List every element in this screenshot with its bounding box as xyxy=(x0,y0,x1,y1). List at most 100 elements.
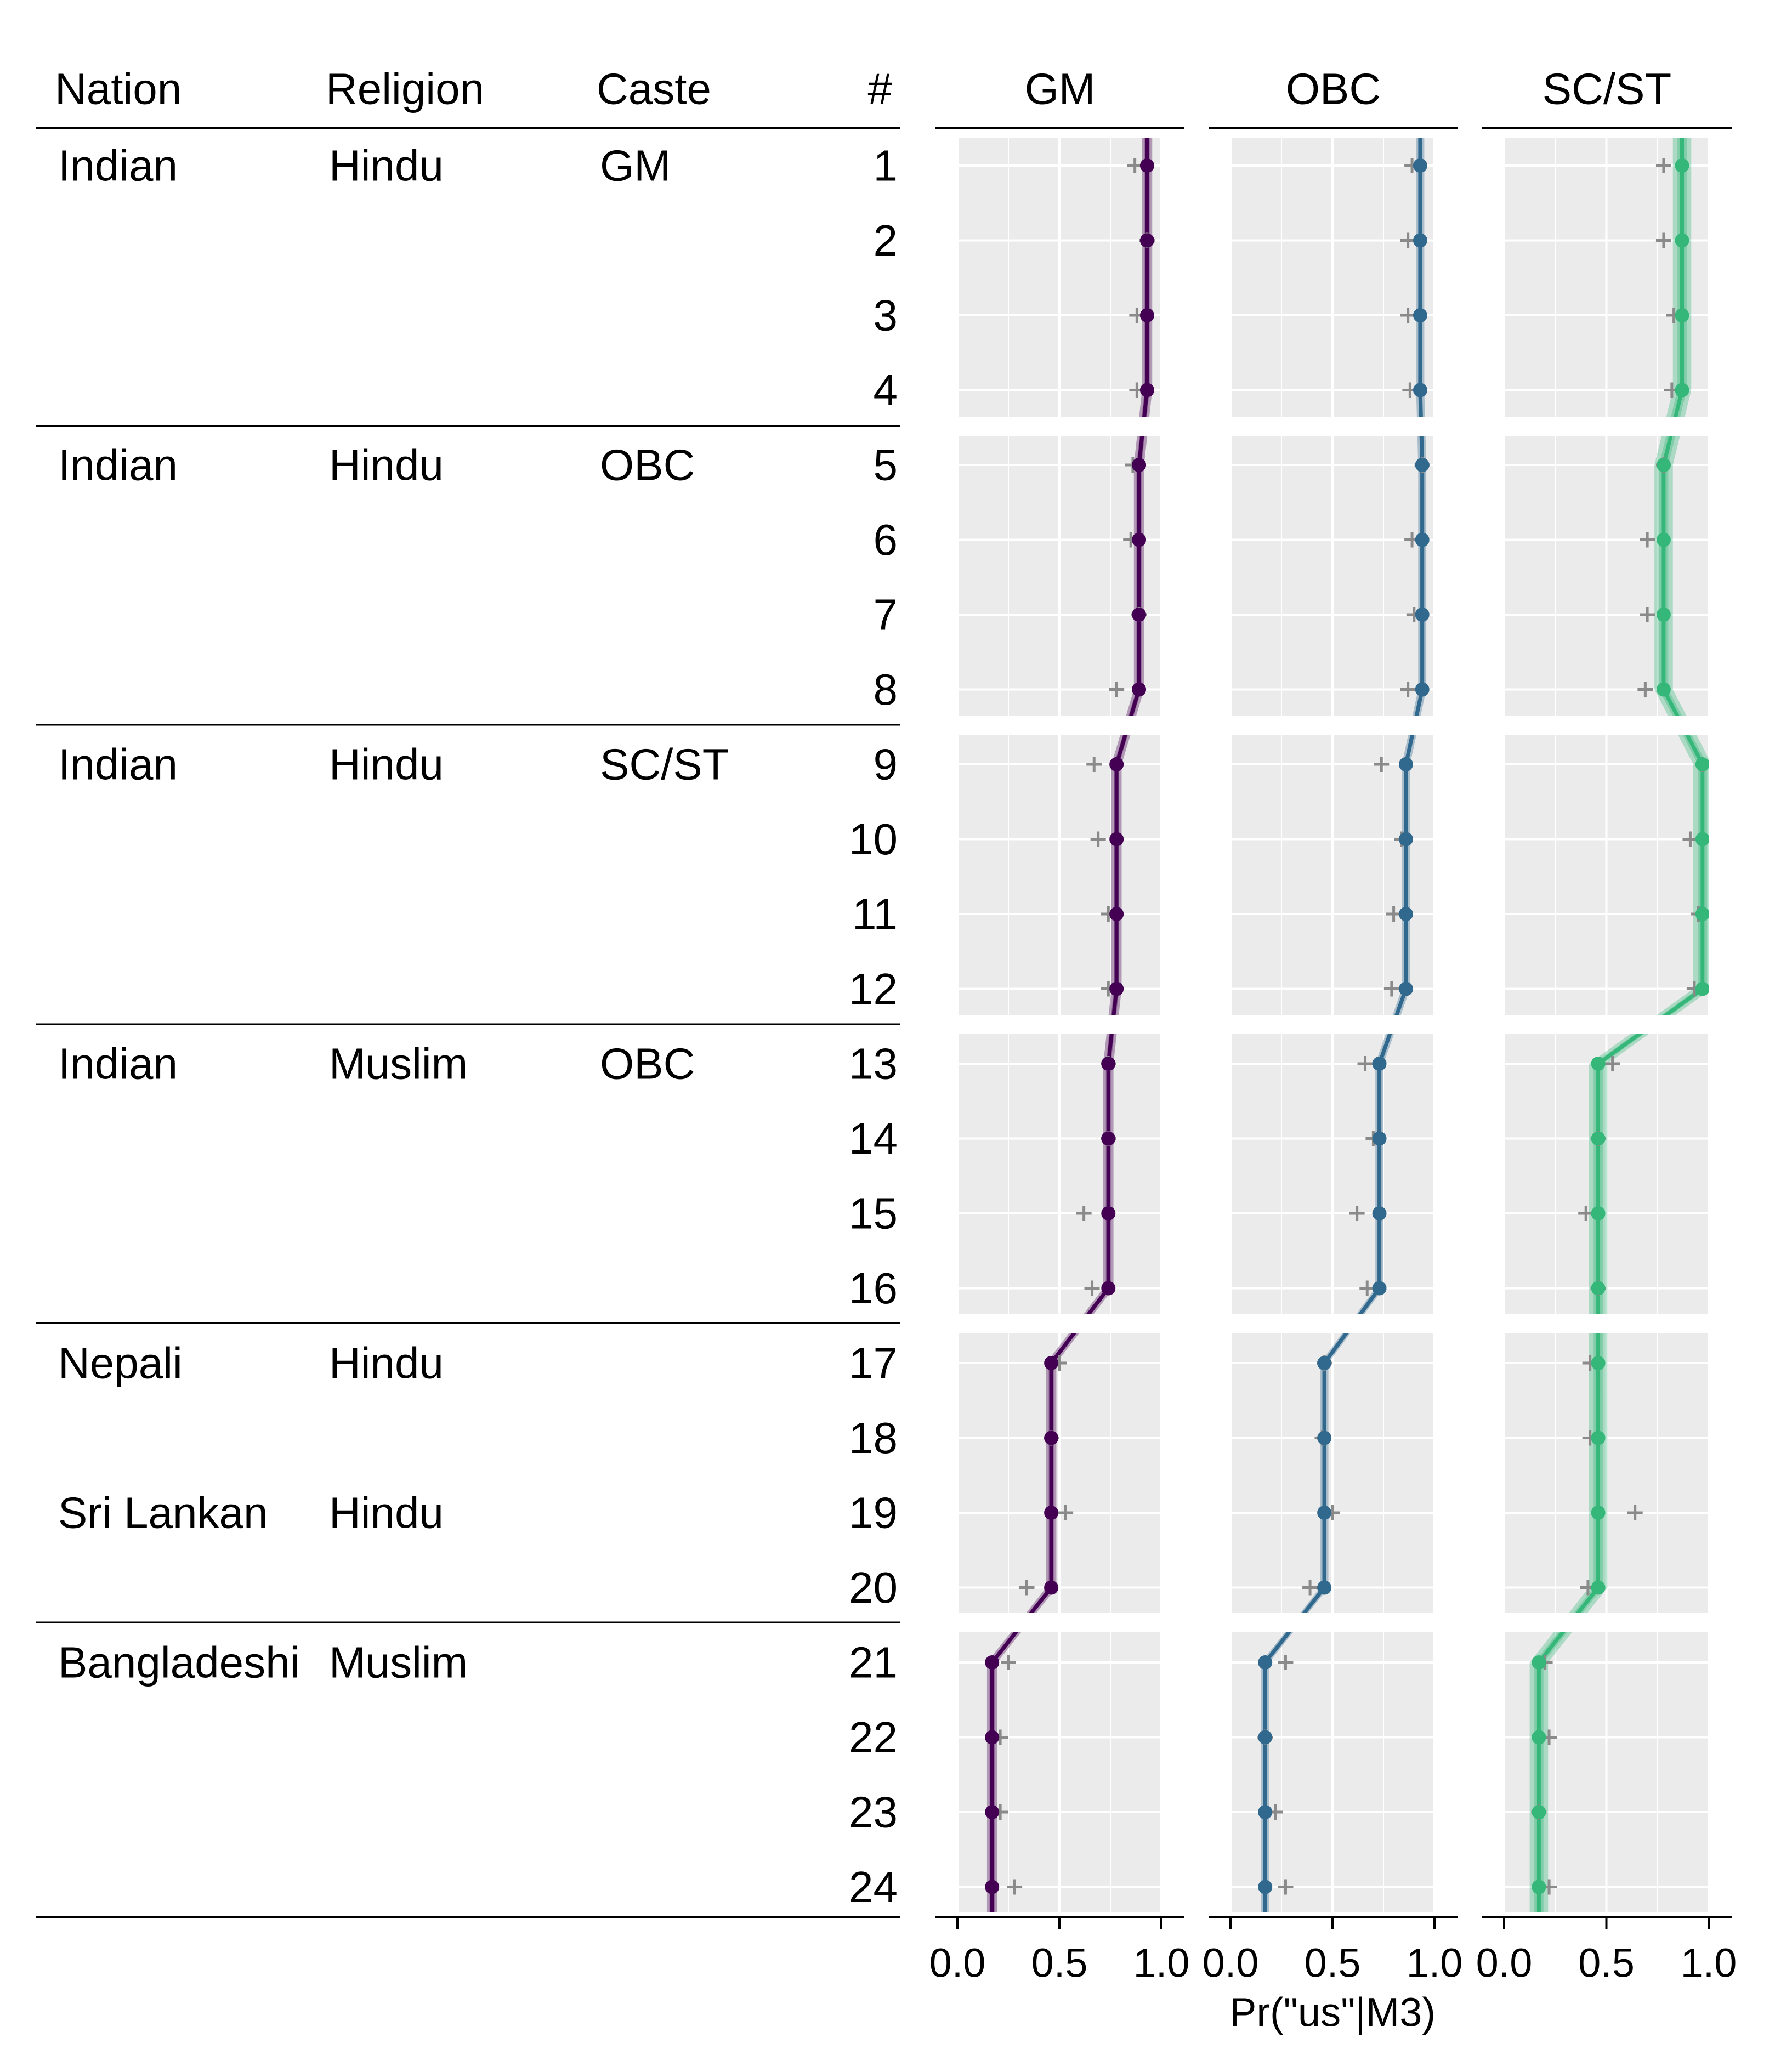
model-point xyxy=(1101,1206,1116,1221)
group-religion: Muslim xyxy=(329,1040,468,1088)
row-number: 15 xyxy=(849,1189,898,1238)
model-point xyxy=(1591,1430,1606,1445)
row-number: 21 xyxy=(849,1638,898,1687)
model-point xyxy=(1413,383,1427,398)
row-number: 24 xyxy=(849,1863,898,1911)
model-point xyxy=(1591,1506,1606,1520)
panel-title: SC/ST xyxy=(1543,65,1672,113)
model-point xyxy=(1695,907,1709,921)
row-number: 19 xyxy=(849,1489,898,1537)
table-header-number: # xyxy=(868,65,893,113)
model-point xyxy=(1317,1506,1332,1520)
table-header-nation: Nation xyxy=(55,65,182,113)
group-nation: Nepali xyxy=(58,1339,183,1388)
panel-gm: GM 0.0 0.5 1.0 xyxy=(929,65,1190,1986)
model-point xyxy=(1101,1057,1116,1071)
group-religion: Hindu xyxy=(329,1339,444,1388)
row-number: 16 xyxy=(849,1264,898,1313)
row-number: 2 xyxy=(874,216,898,265)
model-point xyxy=(1044,1506,1059,1520)
model-point xyxy=(1415,532,1430,547)
observed-point xyxy=(1109,682,1125,697)
observed-point xyxy=(1637,682,1653,697)
group-nation: Indian xyxy=(58,441,178,490)
model-point xyxy=(1258,1730,1273,1745)
row-number: 13 xyxy=(849,1040,898,1088)
row-number: 1 xyxy=(874,141,898,190)
x-tick-label: 1.0 xyxy=(1681,1940,1737,1986)
model-point xyxy=(985,1655,1000,1670)
group-caste: OBC xyxy=(600,441,695,490)
group-nation: Sri Lankan xyxy=(58,1489,268,1537)
table-header-religion: Religion xyxy=(326,65,484,113)
model-point xyxy=(1532,1880,1546,1894)
x-tick-label: 0.0 xyxy=(1203,1940,1259,1986)
model-point xyxy=(1591,1206,1606,1221)
group-nation: Indian xyxy=(58,141,178,190)
observed-point xyxy=(1058,1505,1074,1520)
panel-obc: OBC 0.0 0.5 1.0 xyxy=(1203,65,1463,1986)
model-point xyxy=(1398,907,1413,921)
model-point xyxy=(1591,1356,1606,1370)
model-point xyxy=(1675,308,1689,322)
model-point xyxy=(1139,233,1154,248)
observed-point xyxy=(1001,1655,1016,1670)
group-nation: Indian xyxy=(58,740,178,789)
model-point xyxy=(1415,608,1430,622)
model-point xyxy=(1591,1131,1606,1146)
model-point xyxy=(985,1805,1000,1819)
observed-point xyxy=(1278,1879,1294,1895)
observed-point xyxy=(1090,831,1106,847)
observed-point xyxy=(1374,757,1390,772)
x-tick-label: 0.5 xyxy=(1305,1940,1361,1986)
model-point xyxy=(1656,532,1671,547)
model-point xyxy=(1044,1430,1059,1445)
model-point xyxy=(1413,233,1427,248)
row-number: 8 xyxy=(874,665,898,714)
model-point xyxy=(1415,682,1430,697)
model-point xyxy=(1139,158,1154,173)
model-point xyxy=(1317,1356,1332,1370)
model-point xyxy=(1415,458,1430,472)
x-tick-label: 0.5 xyxy=(1031,1940,1088,1986)
model-point xyxy=(1139,383,1154,398)
observed-point xyxy=(1400,682,1416,697)
model-point xyxy=(1109,757,1124,771)
model-point xyxy=(1372,1131,1387,1146)
model-point xyxy=(1258,1655,1273,1670)
model-point xyxy=(1695,757,1709,771)
model-point xyxy=(1109,907,1124,921)
model-point xyxy=(1656,608,1671,622)
model-point xyxy=(1132,608,1147,622)
row-number: 23 xyxy=(849,1788,898,1837)
credible-band-outer xyxy=(1529,138,1709,1912)
model-point xyxy=(1695,981,1709,996)
panel-sc-st: SC/ST 0.0 0.5 1.0 xyxy=(1476,65,1737,1986)
model-point xyxy=(1372,1057,1387,1071)
model-point xyxy=(1398,757,1413,771)
model-point xyxy=(1101,1131,1116,1146)
row-number: 22 xyxy=(849,1713,898,1762)
table-header-caste: Caste xyxy=(597,65,711,113)
group-religion: Hindu xyxy=(329,740,444,789)
row-number: 10 xyxy=(849,815,898,864)
row-number: 9 xyxy=(874,740,898,789)
model-point xyxy=(1317,1430,1332,1445)
model-point xyxy=(1258,1805,1273,1819)
observed-point xyxy=(1655,232,1671,248)
model-point xyxy=(1675,383,1689,398)
model-point xyxy=(985,1730,1000,1745)
observed-point xyxy=(1076,1206,1092,1221)
model-point xyxy=(1398,832,1413,847)
row-number: 11 xyxy=(852,890,898,939)
model-point xyxy=(1132,532,1147,547)
row-number: 17 xyxy=(849,1339,898,1388)
row-number: 20 xyxy=(849,1563,898,1612)
model-point xyxy=(1139,308,1154,322)
observed-point xyxy=(1349,1206,1365,1221)
model-point xyxy=(1101,1281,1116,1296)
row-number: 5 xyxy=(874,441,898,490)
row-number: 14 xyxy=(849,1114,898,1163)
model-point xyxy=(1398,981,1413,996)
